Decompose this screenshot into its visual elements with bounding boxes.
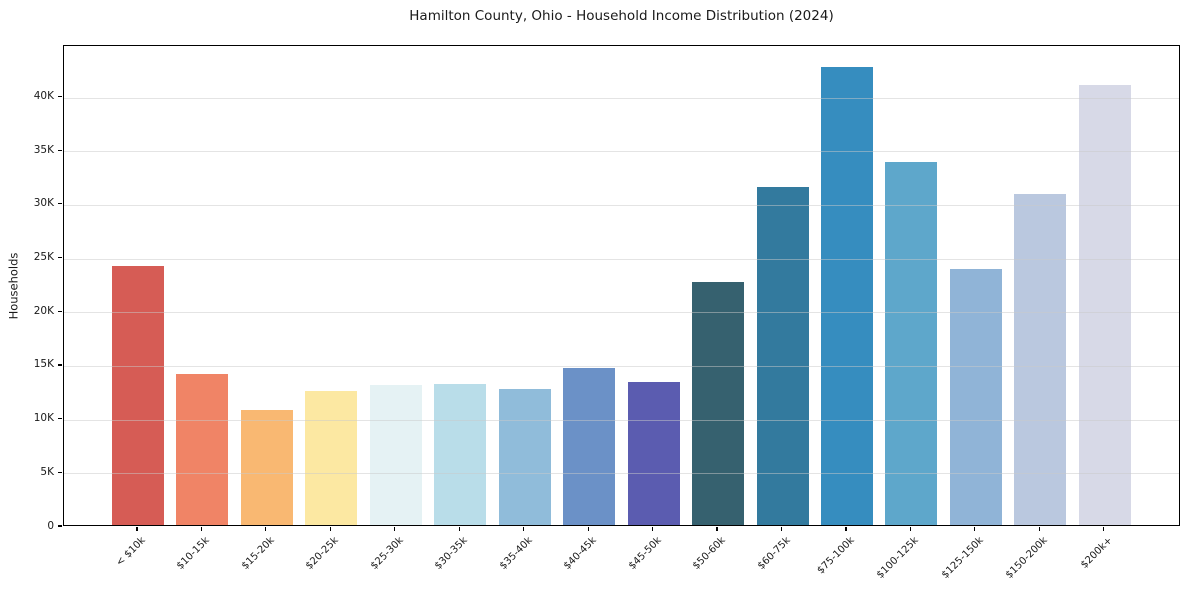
bar-30-35k xyxy=(434,384,487,525)
bar-35-40k xyxy=(498,388,551,525)
y-tick-label: 30K xyxy=(33,197,54,210)
x-tick xyxy=(974,527,976,531)
bar-40-45k xyxy=(563,367,616,525)
x-tick xyxy=(523,527,525,531)
y-tick-label: 35K xyxy=(33,143,54,156)
y-tick xyxy=(58,418,62,420)
bar-75-100k xyxy=(820,66,873,525)
bar-50-60k xyxy=(692,282,745,525)
x-tick xyxy=(909,527,911,531)
plot-area xyxy=(63,45,1180,526)
y-axis-label: Households xyxy=(0,45,26,526)
bar-10-15k xyxy=(176,373,229,525)
bar-10k xyxy=(112,266,164,525)
x-tick xyxy=(716,527,718,531)
x-tick-label: < $10k xyxy=(114,535,148,569)
x-tick xyxy=(1038,527,1040,531)
x-tick xyxy=(652,527,654,531)
bar-150-200k xyxy=(1014,194,1067,525)
x-tick xyxy=(200,527,203,531)
chart-title: Hamilton County, Ohio - Household Income… xyxy=(409,8,834,24)
x-tick xyxy=(780,527,783,531)
x-tick xyxy=(845,527,847,531)
bar-20-25k xyxy=(305,390,358,525)
y-tick xyxy=(58,471,62,473)
bar-200k xyxy=(1078,85,1131,525)
bars-layer xyxy=(64,46,1179,525)
bar-125-150k xyxy=(949,268,1002,525)
y-tick-label: 0 xyxy=(47,519,54,532)
y-tick xyxy=(58,95,62,98)
x-tick xyxy=(458,527,460,531)
bar-15-20k xyxy=(240,410,293,525)
x-tick xyxy=(329,527,331,531)
bar-100-125k xyxy=(885,161,938,525)
y-tick-label: 15K xyxy=(33,358,54,371)
x-tick xyxy=(394,527,396,531)
y-tick xyxy=(58,203,62,205)
y-tick-label: 10K xyxy=(33,412,54,425)
y-tick-label: 40K xyxy=(33,90,54,103)
y-tick xyxy=(58,310,62,312)
y-tick xyxy=(58,256,62,259)
y-tick-label: 20K xyxy=(33,304,54,317)
y-tick xyxy=(58,525,62,527)
y-tick xyxy=(58,149,62,151)
bar-25-30k xyxy=(369,384,422,525)
x-tick xyxy=(136,527,138,531)
bar-45-50k xyxy=(627,382,680,525)
y-tick-label: 5K xyxy=(40,465,54,478)
x-tick xyxy=(587,527,589,531)
y-tick-label: 25K xyxy=(33,251,54,264)
y-tick xyxy=(58,364,62,366)
x-tick xyxy=(265,527,267,531)
bar-60-75k xyxy=(756,186,809,525)
x-tick xyxy=(1103,527,1105,531)
